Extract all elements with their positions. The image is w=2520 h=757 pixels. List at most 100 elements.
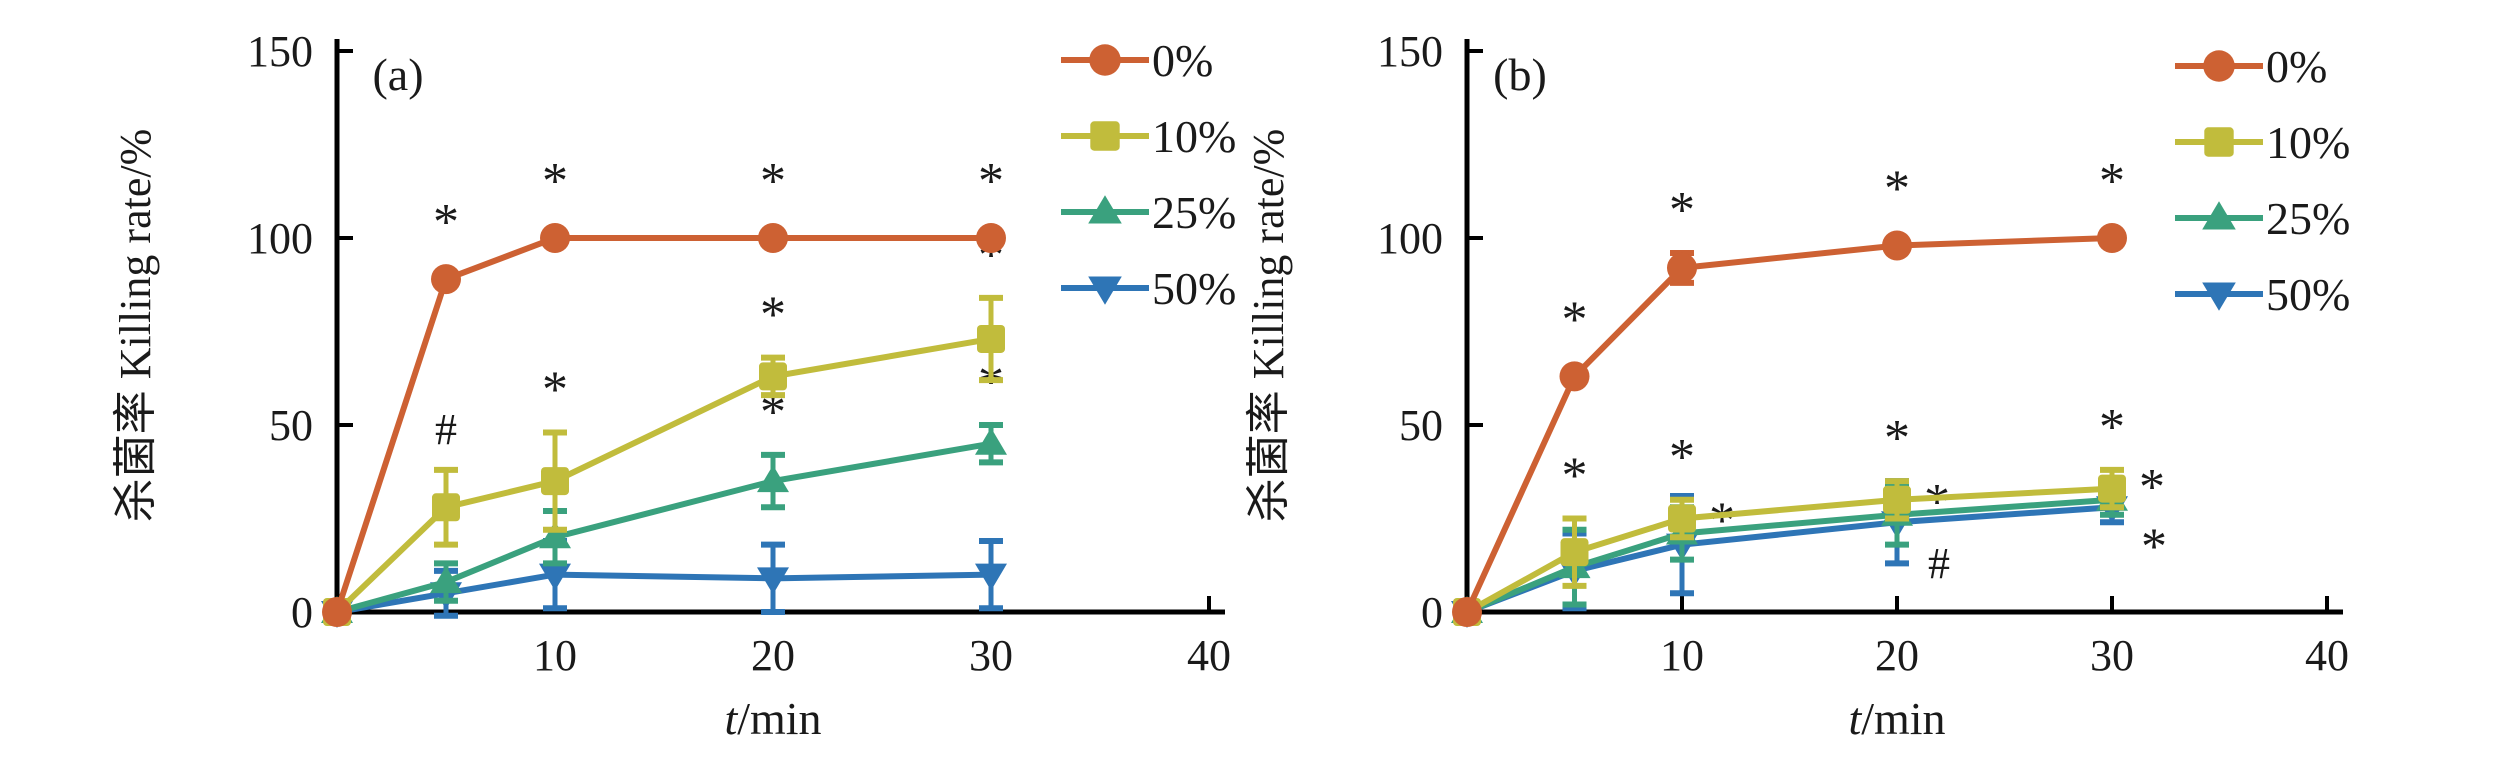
data-point-triangle-up xyxy=(2202,201,2236,230)
legend-label: 10% xyxy=(1152,111,1236,162)
data-point-square xyxy=(1560,538,1589,567)
panel-b: 10 20 30 40 0 50 100 150 (b) 杀菌率 Killing rate/% t/… xyxy=(1244,27,2350,744)
series-50% xyxy=(321,537,1007,628)
data-point-triangle-up xyxy=(757,465,789,493)
x-tick-label: 40 xyxy=(2305,631,2349,680)
series-0%: ** * * xyxy=(322,153,1006,627)
data-point-triangle-up xyxy=(1088,195,1122,224)
asterisk-annotation: * xyxy=(760,153,786,210)
x-tick-label: 10 xyxy=(533,631,577,680)
legend-item-10%: 10% xyxy=(2175,117,2350,168)
y-axis-label: 杀菌率 Killing rate/% xyxy=(111,129,160,523)
x-tick-label: 20 xyxy=(1875,631,1919,680)
data-point-triangle-down xyxy=(539,563,571,591)
asterisk-annotation: * xyxy=(542,361,568,418)
data-point-triangle-up xyxy=(430,566,462,594)
y-tick-label: 50 xyxy=(269,401,313,450)
legend-item-25%: 25% xyxy=(1061,187,1236,238)
asterisk-annotation: * xyxy=(1562,291,1588,348)
series-25%: ** xyxy=(321,354,1007,623)
legend-item-0%: 0% xyxy=(2175,41,2327,92)
data-point-triangle-down xyxy=(1088,276,1122,305)
data-point-square xyxy=(759,362,787,391)
asterisk-annotation: * xyxy=(2139,459,2165,516)
legend-label: 50% xyxy=(2266,269,2350,320)
asterisk-annotation: * xyxy=(2099,153,2125,210)
asterisk-annotation: * xyxy=(1669,182,1695,239)
asterisk-annotation: * xyxy=(433,194,459,251)
data-point-circle xyxy=(758,223,788,253)
asterisk-annotation: * xyxy=(1709,492,1735,549)
legend-item-25%: 25% xyxy=(2175,193,2350,244)
legend-label: 25% xyxy=(1152,187,1236,238)
data-point-circle xyxy=(431,264,461,295)
asterisk-annotation: * xyxy=(1924,474,1950,531)
asterisk-annotation: * xyxy=(2099,399,2125,456)
data-point-circle xyxy=(1559,361,1590,392)
x-tick-label: 40 xyxy=(1187,631,1231,680)
data-point-square xyxy=(2098,474,2126,503)
data-point-circle xyxy=(976,223,1006,253)
data-point-square xyxy=(2204,127,2234,157)
y-tick-label: 100 xyxy=(247,214,313,263)
panel-a: 10 20 30 40 0 50 100 150 (a) 杀菌率 Killing rate/% t/… xyxy=(111,27,1236,744)
y-tick-label: 0 xyxy=(291,588,313,637)
data-point-triangle-up xyxy=(539,521,571,549)
asterisk-annotation: * xyxy=(978,153,1004,210)
data-point-circle xyxy=(1882,230,1912,261)
x-axis-label: t/min xyxy=(724,693,821,744)
asterisk-annotation: * xyxy=(1884,160,1910,217)
legend-label: 10% xyxy=(2266,117,2350,168)
y-tick-label: 150 xyxy=(1377,27,1443,76)
data-point-triangle-down xyxy=(975,563,1007,591)
legend-item-0%: 0% xyxy=(1061,35,1213,86)
data-point-triangle-up xyxy=(975,427,1007,455)
data-point-triangle-down xyxy=(757,567,789,595)
asterisk-annotation: * xyxy=(542,153,568,210)
legend-label: 0% xyxy=(2266,41,2327,92)
asterisk-annotation: * xyxy=(1669,429,1695,486)
legend-item-10%: 10% xyxy=(1061,111,1236,162)
legend-label: 0% xyxy=(1152,35,1213,86)
legend-label: 25% xyxy=(2266,193,2350,244)
data-point-square xyxy=(1883,485,1911,514)
x-tick-label: 10 xyxy=(1660,631,1704,680)
series-0%: ** * * xyxy=(1452,153,2127,627)
data-point-circle xyxy=(1089,44,1121,76)
data-point-triangle-down xyxy=(2202,282,2236,311)
data-point-square xyxy=(1668,504,1696,533)
data-point-circle xyxy=(322,597,352,627)
legend-item-50%: 50% xyxy=(1061,263,1236,314)
data-point-square xyxy=(977,324,1005,353)
series-line xyxy=(336,571,992,615)
panel-label: (a) xyxy=(372,49,423,100)
series-10%: #*** xyxy=(323,227,1005,626)
data-point-square xyxy=(541,467,569,496)
asterisk-annotation: * xyxy=(1562,448,1588,505)
data-point-square xyxy=(1090,121,1120,151)
asterisk-annotation: * xyxy=(760,287,786,344)
hash-annotation: # xyxy=(435,405,457,454)
y-tick-label: 0 xyxy=(1421,588,1443,637)
legend: 0% 10% 25% 50% xyxy=(1061,35,1236,314)
asterisk-annotation: * xyxy=(1884,410,1910,467)
data-point-circle xyxy=(1452,597,1482,627)
data-point-circle xyxy=(1667,252,1697,283)
series-25%: * * * xyxy=(1451,459,2165,623)
y-tick-label: 150 xyxy=(247,27,313,76)
x-axis-label: t/min xyxy=(1848,693,1945,744)
y-tick-label: 100 xyxy=(1377,214,1443,263)
legend-label: 50% xyxy=(1152,263,1236,314)
data-point-circle xyxy=(540,223,570,253)
legend: 0% 10% 25% 50% xyxy=(2175,41,2350,320)
hash-annotation: # xyxy=(1928,539,1950,588)
data-point-circle xyxy=(2203,50,2235,82)
x-tick-label: 20 xyxy=(751,631,795,680)
x-tick-label: 30 xyxy=(2090,631,2134,680)
legend-item-50%: 50% xyxy=(2175,269,2350,320)
x-tick-label: 30 xyxy=(969,631,1013,680)
data-point-square xyxy=(432,493,460,522)
y-tick-label: 50 xyxy=(1399,401,1443,450)
